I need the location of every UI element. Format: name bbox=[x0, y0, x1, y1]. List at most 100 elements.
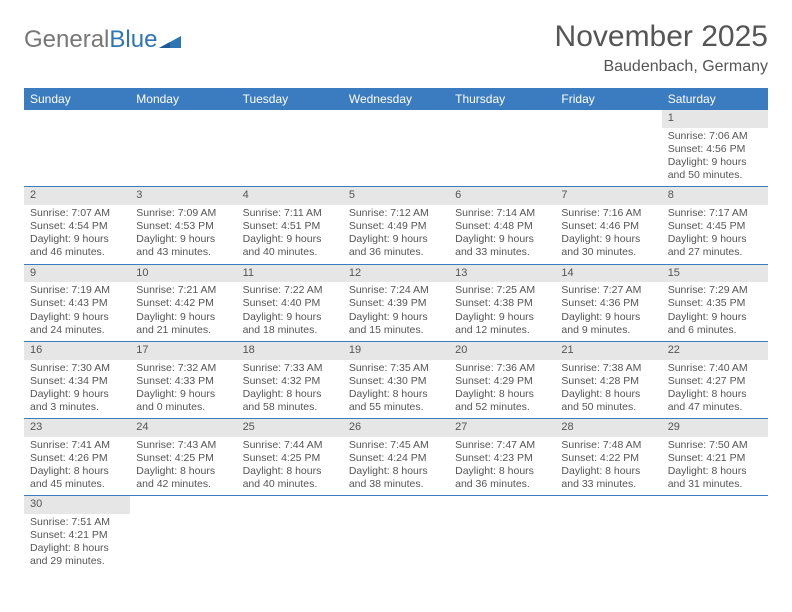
day-body: Sunrise: 7:19 AMSunset: 4:43 PMDaylight:… bbox=[24, 284, 130, 341]
calendar-cell: 22Sunrise: 7:40 AMSunset: 4:27 PMDayligh… bbox=[662, 342, 768, 418]
sunrise-text: Sunrise: 7:32 AM bbox=[136, 362, 230, 375]
day-number: 4 bbox=[237, 187, 343, 205]
sunset-text: Sunset: 4:56 PM bbox=[668, 143, 762, 156]
sunset-text: Sunset: 4:36 PM bbox=[561, 297, 655, 310]
sunrise-text: Sunrise: 7:07 AM bbox=[30, 207, 124, 220]
calendar-cell: 27Sunrise: 7:47 AMSunset: 4:23 PMDayligh… bbox=[449, 419, 555, 495]
sunset-text: Sunset: 4:34 PM bbox=[30, 375, 124, 388]
sunrise-text: Sunrise: 7:25 AM bbox=[455, 284, 549, 297]
calendar-cell: 4Sunrise: 7:11 AMSunset: 4:51 PMDaylight… bbox=[237, 187, 343, 263]
daylight-text: Daylight: 9 hours and 40 minutes. bbox=[243, 233, 337, 259]
sunrise-text: Sunrise: 7:36 AM bbox=[455, 362, 549, 375]
day-body: Sunrise: 7:41 AMSunset: 4:26 PMDaylight:… bbox=[24, 439, 130, 496]
sunset-text: Sunset: 4:54 PM bbox=[30, 220, 124, 233]
day-number: 9 bbox=[24, 265, 130, 283]
day-body: Sunrise: 7:38 AMSunset: 4:28 PMDaylight:… bbox=[555, 362, 661, 419]
day-body: Sunrise: 7:07 AMSunset: 4:54 PMDaylight:… bbox=[24, 207, 130, 264]
daylight-text: Daylight: 9 hours and 3 minutes. bbox=[30, 388, 124, 414]
sunrise-text: Sunrise: 7:30 AM bbox=[30, 362, 124, 375]
sunrise-text: Sunrise: 7:16 AM bbox=[561, 207, 655, 220]
daylight-text: Daylight: 8 hours and 47 minutes. bbox=[668, 388, 762, 414]
dow-friday: Friday bbox=[555, 88, 661, 110]
calendar-cell: 7 Sunrise: 7:16 AMSunset: 4:46 PMDaylight… bbox=[555, 187, 661, 263]
calendar-cell: 24Sunrise: 7:43 AMSunset: 4:25 PMDayligh… bbox=[130, 419, 236, 495]
day-number: 2 bbox=[24, 187, 130, 205]
daylight-text: Daylight: 9 hours and 33 minutes. bbox=[455, 233, 549, 259]
day-number: 10 bbox=[130, 265, 236, 283]
calendar-cell bbox=[24, 110, 130, 186]
day-number: 1 bbox=[662, 110, 768, 128]
page-title: November 2025 bbox=[555, 20, 768, 54]
calendar-cell bbox=[237, 110, 343, 186]
day-number: 16 bbox=[24, 342, 130, 360]
sunrise-text: Sunrise: 7:50 AM bbox=[668, 439, 762, 452]
sunset-text: Sunset: 4:22 PM bbox=[561, 452, 655, 465]
sunset-text: Sunset: 4:23 PM bbox=[455, 452, 549, 465]
day-number: 23 bbox=[24, 419, 130, 437]
sunset-text: Sunset: 4:21 PM bbox=[30, 529, 124, 542]
day-body: Sunrise: 7:30 AMSunset: 4:34 PMDaylight:… bbox=[24, 362, 130, 419]
calendar-cell: 29Sunrise: 7:50 AMSunset: 4:21 PMDayligh… bbox=[662, 419, 768, 495]
day-body: Sunrise: 7:22 AMSunset: 4:40 PMDaylight:… bbox=[237, 284, 343, 341]
calendar-cell: 26Sunrise: 7:45 AMSunset: 4:24 PMDayligh… bbox=[343, 419, 449, 495]
calendar-cell: 16 Sunrise: 7:30 AMSunset: 4:34 PMDayligh… bbox=[24, 342, 130, 418]
day-number: 7 bbox=[555, 187, 661, 205]
sunrise-text: Sunrise: 7:29 AM bbox=[668, 284, 762, 297]
daylight-text: Daylight: 8 hours and 36 minutes. bbox=[455, 465, 549, 491]
week-row: 16Sunrise: 7:30 AMSunset: 4:34 PMDayligh… bbox=[24, 342, 768, 419]
daylight-text: Daylight: 8 hours and 55 minutes. bbox=[349, 388, 443, 414]
sunrise-text: Sunrise: 7:38 AM bbox=[561, 362, 655, 375]
day-number: 27 bbox=[449, 419, 555, 437]
sunset-text: Sunset: 4:33 PM bbox=[136, 375, 230, 388]
week-row: 1Sunrise: 7:06 AMSunset: 4:56 PMDaylight… bbox=[24, 110, 768, 187]
day-number: 21 bbox=[555, 342, 661, 360]
day-number: 14 bbox=[555, 265, 661, 283]
sunset-text: Sunset: 4:24 PM bbox=[349, 452, 443, 465]
daylight-text: Daylight: 9 hours and 12 minutes. bbox=[455, 311, 549, 337]
flag-icon bbox=[159, 31, 181, 49]
day-body: Sunrise: 7:44 AMSunset: 4:25 PMDaylight:… bbox=[237, 439, 343, 496]
logo-text-1: General bbox=[24, 26, 109, 54]
day-number: 11 bbox=[237, 265, 343, 283]
calendar-cell: 13Sunrise: 7:25 AMSunset: 4:38 PMDayligh… bbox=[449, 265, 555, 341]
calendar-cell bbox=[343, 496, 449, 572]
daylight-text: Daylight: 8 hours and 33 minutes. bbox=[561, 465, 655, 491]
sunset-text: Sunset: 4:45 PM bbox=[668, 220, 762, 233]
day-number: 19 bbox=[343, 342, 449, 360]
logo: GeneralBlue bbox=[24, 20, 181, 54]
dow-saturday: Saturday bbox=[662, 88, 768, 110]
daylight-text: Daylight: 8 hours and 58 minutes. bbox=[243, 388, 337, 414]
calendar-cell: 5 Sunrise: 7:12 AMSunset: 4:49 PMDaylight… bbox=[343, 187, 449, 263]
sunrise-text: Sunrise: 7:11 AM bbox=[243, 207, 337, 220]
day-body: Sunrise: 7:12 AMSunset: 4:49 PMDaylight:… bbox=[343, 207, 449, 264]
sunset-text: Sunset: 4:25 PM bbox=[136, 452, 230, 465]
sunrise-text: Sunrise: 7:09 AM bbox=[136, 207, 230, 220]
daylight-text: Daylight: 8 hours and 29 minutes. bbox=[30, 542, 124, 568]
day-body: Sunrise: 7:40 AMSunset: 4:27 PMDaylight:… bbox=[662, 362, 768, 419]
daylight-text: Daylight: 9 hours and 0 minutes. bbox=[136, 388, 230, 414]
sunrise-text: Sunrise: 7:44 AM bbox=[243, 439, 337, 452]
day-body: Sunrise: 7:16 AMSunset: 4:46 PMDaylight:… bbox=[555, 207, 661, 264]
title-block: November 2025 Baudenbach, Germany bbox=[555, 20, 768, 76]
sunrise-text: Sunrise: 7:12 AM bbox=[349, 207, 443, 220]
daylight-text: Daylight: 9 hours and 46 minutes. bbox=[30, 233, 124, 259]
day-number: 18 bbox=[237, 342, 343, 360]
day-number: 3 bbox=[130, 187, 236, 205]
day-number: 30 bbox=[24, 496, 130, 514]
sunset-text: Sunset: 4:30 PM bbox=[349, 375, 443, 388]
calendar-cell: 25Sunrise: 7:44 AMSunset: 4:25 PMDayligh… bbox=[237, 419, 343, 495]
day-number: 5 bbox=[343, 187, 449, 205]
calendar-cell bbox=[555, 110, 661, 186]
calendar-cell: 2 Sunrise: 7:07 AMSunset: 4:54 PMDaylight… bbox=[24, 187, 130, 263]
day-body: Sunrise: 7:36 AMSunset: 4:29 PMDaylight:… bbox=[449, 362, 555, 419]
day-body: Sunrise: 7:33 AMSunset: 4:32 PMDaylight:… bbox=[237, 362, 343, 419]
daylight-text: Daylight: 8 hours and 38 minutes. bbox=[349, 465, 443, 491]
day-number: 8 bbox=[662, 187, 768, 205]
calendar-cell: 30Sunrise: 7:51 AMSunset: 4:21 PMDayligh… bbox=[24, 496, 130, 572]
location: Baudenbach, Germany bbox=[555, 58, 768, 76]
day-number: 24 bbox=[130, 419, 236, 437]
calendar-cell: 15Sunrise: 7:29 AMSunset: 4:35 PMDayligh… bbox=[662, 265, 768, 341]
sunrise-text: Sunrise: 7:19 AM bbox=[30, 284, 124, 297]
daylight-text: Daylight: 9 hours and 27 minutes. bbox=[668, 233, 762, 259]
sunrise-text: Sunrise: 7:41 AM bbox=[30, 439, 124, 452]
